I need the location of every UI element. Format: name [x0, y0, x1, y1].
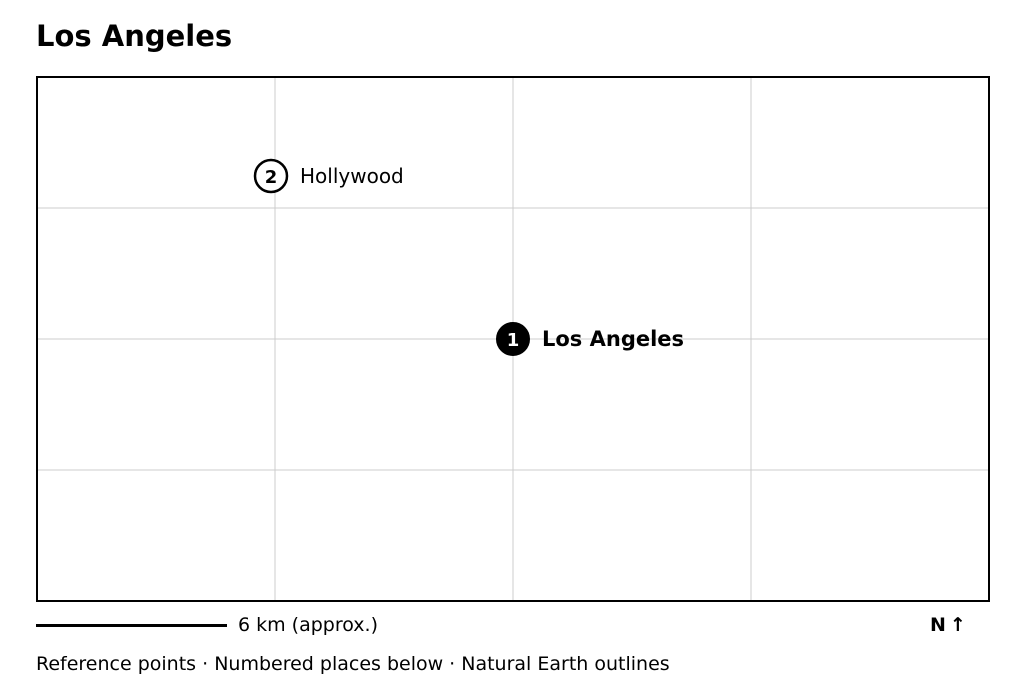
- map-caption: Reference points · Numbered places below…: [36, 653, 670, 675]
- north-label: N: [930, 614, 946, 636]
- north-indicator: N ↑: [930, 613, 966, 637]
- scale-bar: [36, 624, 227, 627]
- marker-dot-primary: [496, 322, 530, 356]
- place-marker-hollywood[interactable]: 2 Hollywood: [253, 158, 404, 194]
- place-label: Hollywood: [300, 164, 404, 188]
- place-label: Los Angeles: [542, 327, 684, 351]
- map-panel[interactable]: 1 Los Angeles 2 Hollywood: [36, 76, 990, 602]
- place-marker-los-angeles[interactable]: 1 Los Angeles: [496, 322, 684, 356]
- map-title: Los Angeles: [36, 19, 233, 53]
- marker-number: 1: [507, 330, 520, 351]
- marker-number: 2: [265, 167, 278, 188]
- marker-dot-secondary: [253, 158, 289, 194]
- map-canvas: 1 Los Angeles 2 Hollywood: [38, 78, 988, 600]
- north-arrow-icon: ↑: [949, 614, 966, 636]
- scale-label: 6 km (approx.): [238, 614, 378, 636]
